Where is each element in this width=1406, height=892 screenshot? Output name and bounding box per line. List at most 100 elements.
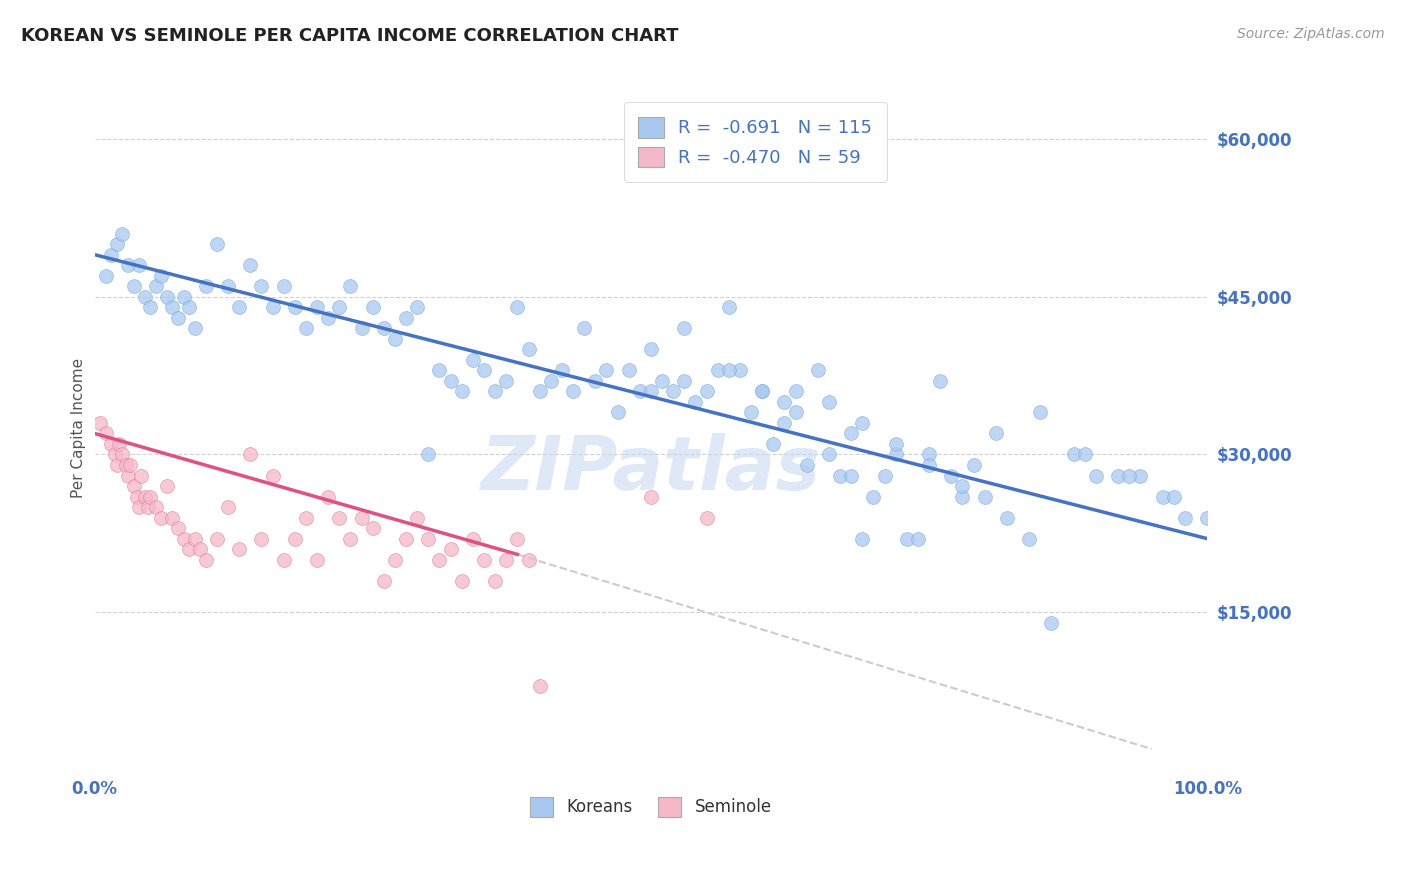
Point — [1129, 468, 1152, 483]
Point — [640, 490, 662, 504]
Text: ZIPatlas: ZIPatlas — [481, 433, 821, 506]
Point — [818, 447, 841, 461]
Point — [105, 237, 128, 252]
Point — [418, 447, 440, 461]
Point — [156, 479, 179, 493]
Point — [284, 532, 307, 546]
Point — [450, 384, 472, 399]
Point — [406, 510, 429, 524]
Point — [139, 300, 162, 314]
Point — [1152, 490, 1174, 504]
Point — [122, 479, 145, 493]
Point — [1074, 447, 1097, 461]
Point — [145, 279, 167, 293]
Point — [495, 552, 517, 566]
Point — [907, 532, 929, 546]
Point — [194, 279, 217, 293]
Point — [1197, 510, 1219, 524]
Point — [250, 532, 273, 546]
Point — [117, 258, 139, 272]
Point — [1174, 510, 1197, 524]
Point — [785, 384, 807, 399]
Point — [484, 574, 506, 588]
Point — [108, 437, 131, 451]
Point — [995, 510, 1018, 524]
Point — [461, 352, 484, 367]
Point — [1084, 468, 1107, 483]
Point — [217, 279, 239, 293]
Point — [205, 237, 228, 252]
Point — [128, 500, 150, 514]
Point — [828, 468, 851, 483]
Point — [929, 374, 952, 388]
Point — [117, 468, 139, 483]
Point — [717, 363, 740, 377]
Point — [662, 384, 685, 399]
Point — [145, 500, 167, 514]
Point — [217, 500, 239, 514]
Point — [150, 268, 173, 283]
Point — [839, 426, 862, 441]
Point — [131, 468, 153, 483]
Point — [640, 384, 662, 399]
Point — [450, 574, 472, 588]
Point — [952, 490, 974, 504]
Point — [173, 532, 195, 546]
Point — [918, 458, 941, 472]
Point — [134, 290, 156, 304]
Point — [862, 490, 884, 504]
Point — [179, 542, 201, 557]
Point — [307, 552, 329, 566]
Point — [484, 384, 506, 399]
Point — [139, 490, 162, 504]
Point — [973, 490, 995, 504]
Point — [162, 300, 184, 314]
Point — [114, 458, 136, 472]
Point — [796, 458, 818, 472]
Point — [440, 374, 463, 388]
Point — [673, 321, 696, 335]
Point — [262, 468, 284, 483]
Point — [384, 552, 406, 566]
Point — [167, 521, 190, 535]
Point — [918, 447, 941, 461]
Point — [295, 510, 318, 524]
Legend: Koreans, Seminole: Koreans, Seminole — [523, 790, 779, 823]
Point — [952, 479, 974, 493]
Point — [339, 532, 361, 546]
Point — [167, 310, 190, 325]
Point — [228, 542, 250, 557]
Point — [122, 279, 145, 293]
Point — [188, 542, 211, 557]
Point — [194, 552, 217, 566]
Point — [651, 374, 673, 388]
Point — [128, 258, 150, 272]
Point — [94, 268, 117, 283]
Point — [89, 416, 111, 430]
Point — [962, 458, 984, 472]
Point — [728, 363, 751, 377]
Point — [150, 510, 173, 524]
Point — [984, 426, 1007, 441]
Point — [818, 395, 841, 409]
Point — [350, 510, 373, 524]
Point — [595, 363, 617, 377]
Point — [429, 552, 451, 566]
Point — [136, 500, 159, 514]
Point — [179, 300, 201, 314]
Point — [851, 416, 873, 430]
Point — [239, 258, 262, 272]
Point — [125, 490, 148, 504]
Point — [884, 437, 907, 451]
Point — [440, 542, 463, 557]
Point — [228, 300, 250, 314]
Point — [316, 310, 339, 325]
Point — [506, 532, 529, 546]
Point — [361, 300, 384, 314]
Point — [606, 405, 628, 419]
Point — [1018, 532, 1040, 546]
Point — [851, 532, 873, 546]
Point — [884, 447, 907, 461]
Point — [762, 437, 785, 451]
Point — [111, 227, 134, 241]
